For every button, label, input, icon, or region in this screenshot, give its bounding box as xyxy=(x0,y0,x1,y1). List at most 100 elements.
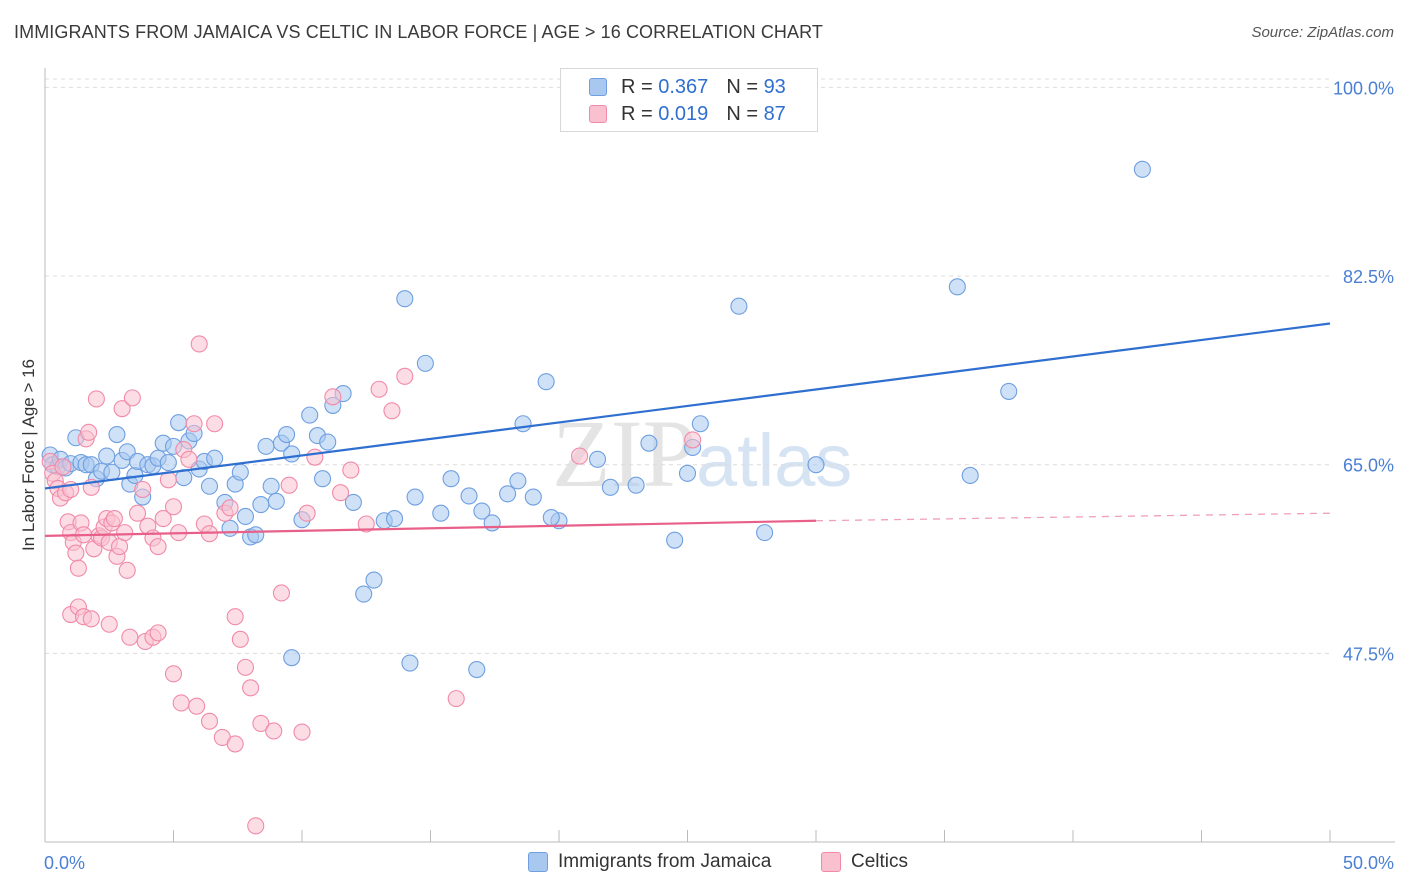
legend-swatch-celtics xyxy=(589,105,607,123)
jamaica-point xyxy=(1000,382,1018,400)
y-tick-label: 47.5% xyxy=(1343,644,1394,664)
tick-labels: 47.5% 65.0% 82.5% 100.0% 0.0% 50.0% In Labor F… xyxy=(19,78,1394,873)
celtics-trend-line xyxy=(44,519,817,537)
jamaica-point xyxy=(231,463,249,481)
legend-r-value: 0.019 xyxy=(658,102,709,125)
jamaica-point xyxy=(262,477,280,495)
bottom-legend-celtics: Celtics xyxy=(821,851,908,873)
jamaica-point xyxy=(756,524,774,542)
jamaica-point xyxy=(730,297,748,315)
jamaica-point xyxy=(473,502,491,520)
legend-n-label: N = xyxy=(726,75,758,98)
y-tick-label: 100.0% xyxy=(1333,78,1394,98)
jamaica-point xyxy=(319,433,337,451)
jamaica-point xyxy=(460,487,478,505)
series-jamaica-points xyxy=(41,160,1151,679)
jamaica-point xyxy=(267,492,285,510)
jamaica-point xyxy=(283,445,301,463)
jamaica-point xyxy=(283,649,301,667)
jamaica-point xyxy=(247,526,265,544)
celtics-point xyxy=(383,402,401,420)
celtics-point xyxy=(242,679,260,697)
chart-title: IMMIGRANTS FROM JAMAICA VS CELTIC IN LAB… xyxy=(14,22,824,42)
legend-n-value: 93 xyxy=(763,75,786,98)
jamaica-point xyxy=(691,415,709,433)
celtics-point xyxy=(236,658,255,676)
celtics-point xyxy=(357,515,375,533)
legend-n-value: 87 xyxy=(763,102,786,125)
x-tick-label: 0.0% xyxy=(44,853,85,873)
jamaica-point xyxy=(396,290,414,308)
celtics-point xyxy=(221,499,239,517)
celtics-point xyxy=(306,448,324,466)
jamaica-point xyxy=(236,507,255,525)
celtics-point xyxy=(200,712,219,730)
jamaica-point xyxy=(640,434,658,452)
celtics-point xyxy=(67,544,85,562)
jamaica-point xyxy=(98,447,116,465)
legend-r-value: 0.367 xyxy=(658,75,709,98)
legend-row-celtics: R = 0.019 N = 87 xyxy=(589,102,786,126)
legend-row-jamaica: R = 0.367 N = 93 xyxy=(589,75,786,99)
jamaica-point xyxy=(666,531,684,549)
celtics-point xyxy=(185,415,203,433)
source-label: Source: ZipAtlas.com xyxy=(1251,24,1394,41)
bottom-legend-jamaica: Immigrants from Jamaica xyxy=(528,851,771,873)
celtics-point xyxy=(331,484,350,502)
celtics-point xyxy=(298,504,316,522)
jamaica-point xyxy=(416,354,434,372)
jamaica-point xyxy=(514,415,532,433)
celtics-point xyxy=(82,610,100,628)
x-tick-label: 50.0% xyxy=(1343,853,1394,873)
celtics-point xyxy=(293,723,311,741)
jamaica-point xyxy=(200,477,219,495)
jamaica-point xyxy=(432,504,450,522)
y-tick-label: 82.5% xyxy=(1343,267,1394,287)
jamaica-point xyxy=(252,496,270,514)
celtics-point xyxy=(87,390,105,408)
legend-r-label: R = xyxy=(621,75,653,98)
celtics-point xyxy=(226,735,244,753)
celtics-point xyxy=(370,380,388,398)
jamaica-point xyxy=(524,488,542,506)
celtics-point xyxy=(116,524,134,542)
y-tick-label: 65.0% xyxy=(1343,456,1394,476)
jamaica-point xyxy=(948,278,966,296)
jamaica-point xyxy=(542,508,560,527)
jamaica-point xyxy=(314,470,332,488)
jamaica-point xyxy=(344,493,362,511)
celtics-point xyxy=(149,538,167,556)
legend-n-label: N = xyxy=(726,102,758,125)
jamaica-point xyxy=(108,425,126,444)
celtics-point xyxy=(206,415,224,433)
jamaica-point xyxy=(678,464,697,482)
celtics-point xyxy=(684,431,702,449)
legend-swatch-jamaica xyxy=(589,78,607,96)
celtics-point xyxy=(54,458,72,476)
jamaica-point xyxy=(278,425,296,444)
celtics-point xyxy=(272,584,290,602)
jamaica-point xyxy=(257,437,275,455)
celtics-point xyxy=(190,335,208,353)
celtics-point xyxy=(121,628,139,646)
celtics-point xyxy=(280,476,298,494)
celtics-point xyxy=(123,389,141,407)
jamaica-point xyxy=(401,654,419,672)
jamaica-point xyxy=(206,449,224,467)
jamaica-point xyxy=(355,585,373,603)
jamaica-point xyxy=(807,456,825,474)
celtics-trend-extension xyxy=(815,512,1331,522)
axes xyxy=(44,68,1395,843)
celtics-point xyxy=(154,510,172,528)
jamaica-point xyxy=(483,514,501,532)
celtics-point xyxy=(100,615,118,633)
jamaica-point xyxy=(365,571,383,589)
watermark-atlas: atlas xyxy=(696,419,853,502)
jamaica-point xyxy=(442,470,460,488)
celtics-point xyxy=(226,608,244,626)
celtics-point xyxy=(134,480,152,499)
jamaica-point xyxy=(406,488,424,506)
jamaica-point xyxy=(509,472,527,490)
jamaica-point xyxy=(159,453,177,472)
